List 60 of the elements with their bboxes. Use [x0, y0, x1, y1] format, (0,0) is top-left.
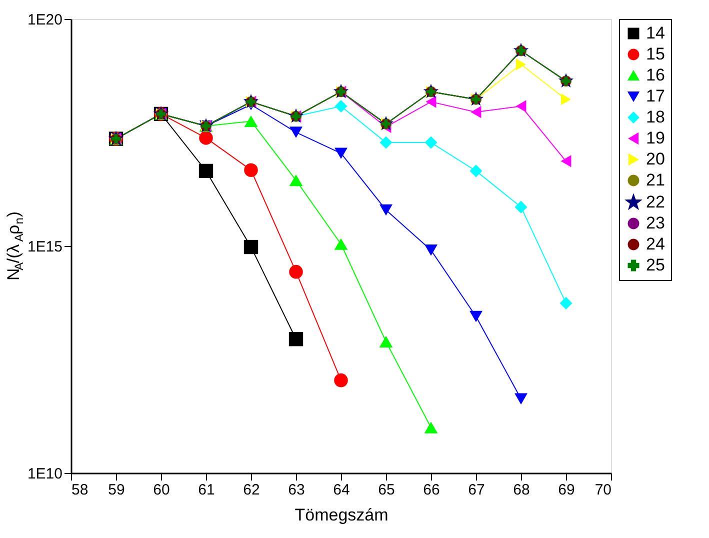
point	[560, 94, 572, 106]
x-tick-label: 63	[288, 482, 305, 498]
x-tick-label: 65	[378, 482, 395, 498]
legend-label: 20	[646, 150, 665, 168]
point	[514, 200, 528, 214]
point	[198, 164, 214, 178]
y-tick-label: 1E20	[27, 12, 62, 28]
legend-label: 25	[646, 256, 665, 274]
x-tick-label: 59	[108, 482, 125, 498]
legend-label: 19	[646, 128, 665, 148]
y-tick-label: 1E10	[27, 466, 62, 482]
y-axis-title: NA/(λAρn)	[4, 211, 26, 281]
point	[516, 58, 526, 70]
point	[424, 136, 438, 149]
point	[334, 100, 348, 112]
point	[470, 164, 482, 178]
point	[334, 148, 348, 159]
point	[244, 163, 258, 177]
point	[288, 332, 304, 346]
point	[380, 204, 392, 216]
point	[244, 240, 258, 254]
legend-label: 18	[646, 108, 665, 126]
point	[244, 115, 258, 128]
point	[470, 106, 482, 118]
point	[290, 126, 302, 138]
point	[199, 131, 213, 145]
x-tick-label: 68	[513, 482, 530, 498]
point	[289, 264, 303, 279]
point	[516, 100, 526, 112]
x-tick-label: 58	[72, 482, 88, 498]
legend-label: 14	[646, 24, 665, 42]
legend-label: 22	[646, 192, 665, 212]
point	[424, 244, 438, 256]
point	[426, 96, 436, 108]
point	[514, 393, 528, 404]
point	[379, 336, 393, 348]
point	[560, 155, 572, 168]
point	[470, 310, 482, 322]
legend-label: 21	[646, 170, 665, 190]
x-axis-title: Tömegszám	[294, 506, 388, 524]
point	[334, 238, 348, 250]
x-tick-label: 60	[153, 482, 170, 498]
point	[289, 174, 303, 186]
point	[380, 136, 392, 149]
legend-label: 24	[646, 234, 665, 254]
point	[424, 422, 438, 434]
x-tick-label: 64	[333, 482, 350, 498]
legend-label: 17	[646, 86, 665, 106]
legend-label: 15	[646, 44, 665, 64]
point	[334, 373, 348, 388]
x-tick-label: 66	[423, 482, 440, 498]
x-tick-label: 62	[243, 482, 260, 498]
legend-label: 23	[646, 214, 665, 232]
x-tick-label: 70	[594, 482, 612, 498]
x-tick-label: 61	[198, 482, 215, 498]
point	[560, 296, 572, 310]
x-tick-label: 69	[558, 482, 575, 498]
x-tick-label: 67	[468, 482, 485, 498]
legend-label: 16	[646, 66, 665, 84]
y-tick-label: 1E15	[27, 238, 62, 256]
